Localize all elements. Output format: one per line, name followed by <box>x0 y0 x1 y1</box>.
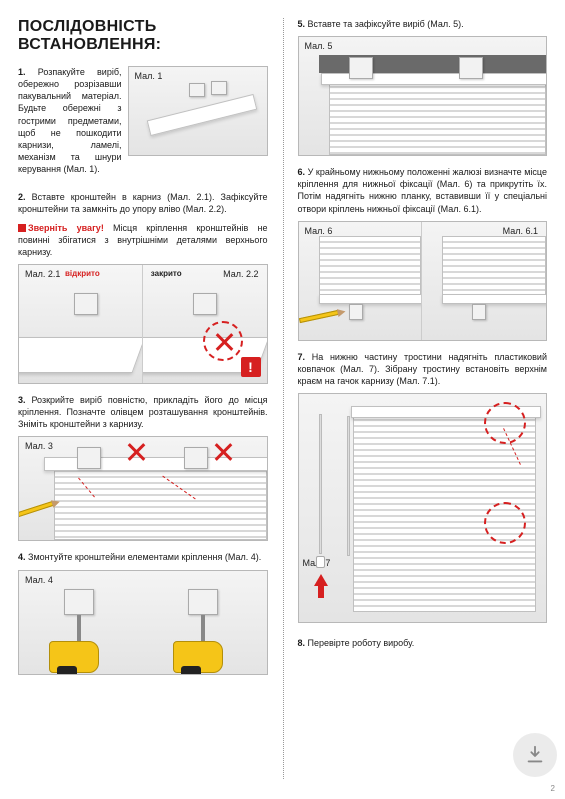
fig4-bracket1 <box>64 589 94 615</box>
fig7-wand2 <box>347 416 350 556</box>
arrow-up-icon <box>314 574 328 598</box>
figure-6-left: Мал. 6 <box>299 222 423 340</box>
fig6-clip <box>349 304 363 320</box>
fig21-bracket <box>74 293 98 315</box>
step-2-text: 2. Вставте кронштейн в карниз (Мал. 2.1)… <box>18 191 268 215</box>
left-column: ПОСЛІДОВНІСТЬ ВСТАНОВЛЕННЯ: Мал. 1 1. Ро… <box>0 0 283 799</box>
fig6-pencil <box>299 310 339 323</box>
fig1-rail <box>146 94 257 136</box>
fig5-bracket1 <box>349 57 373 79</box>
fig4-bracket2 <box>188 589 218 615</box>
label-closed: закрито <box>151 269 182 278</box>
fig5-slats <box>329 81 547 155</box>
alert-icon: ! <box>241 357 261 377</box>
fig5-bracket2 <box>459 57 483 79</box>
fig61-bottom-rail <box>442 294 546 304</box>
figure-1-label: Мал. 1 <box>135 71 163 81</box>
fig61-clip <box>472 304 486 320</box>
figure-1: Мал. 1 <box>128 66 268 156</box>
fig3-pencil <box>18 501 54 518</box>
step-5-text: 5. Вставте та зафіксуйте виріб (Мал. 5). <box>298 18 548 30</box>
figure-5: Мал. 5 <box>298 36 548 156</box>
column-divider <box>283 18 284 779</box>
step-4-text: 4. Змонтуйте кронштейни елементами кріпл… <box>18 551 268 563</box>
step-1-block: Мал. 1 1. Розпакуйте виріб, обережно роз… <box>18 66 268 181</box>
fig7-wand <box>319 414 322 554</box>
step-8-text: 8. Перевірте роботу виробу. <box>298 637 548 649</box>
figure-7-left: Мал. 7 <box>299 394 344 622</box>
fig1-part <box>189 83 205 97</box>
fig3-x1 <box>127 443 145 461</box>
page-number: 2 <box>551 784 555 793</box>
step-7-text: 7. На нижню частину тростини надягніть п… <box>298 351 548 387</box>
fig7-circle-bottom <box>484 502 526 544</box>
figure-7-right: Мал. 7.1 <box>343 394 546 622</box>
figure-5-label: Мал. 5 <box>305 41 333 51</box>
page-title: ПОСЛІДОВНІСТЬ ВСТАНОВЛЕННЯ: <box>18 18 268 54</box>
fig3-bracket1 <box>77 447 101 469</box>
figure-2-1: Мал. 2.1 відкрито <box>19 265 143 383</box>
figure-6: Мал. 6 Мал. 6.1 <box>298 221 548 341</box>
fig61-slats <box>442 236 546 296</box>
figure-4: Мал. 4 <box>18 570 268 675</box>
fig1-part2 <box>211 81 227 95</box>
fig4-handle1 <box>57 666 77 674</box>
fig6-slats <box>319 236 422 296</box>
fig3-slats <box>54 465 267 540</box>
figure-6-label: Мал. 6 <box>305 226 333 236</box>
fig21-rail <box>19 337 143 373</box>
warning-icon <box>18 224 26 232</box>
fig4-handle2 <box>181 666 201 674</box>
fig7-cap <box>316 556 325 568</box>
step-3-text: 3. Розкрийте виріб повністю, прикладіть … <box>18 394 268 430</box>
fig7-circle-top <box>484 402 526 444</box>
fig6-bottom-rail <box>319 294 423 304</box>
figure-2-2-label: Мал. 2.2 <box>223 269 258 279</box>
label-open: відкрито <box>65 269 100 278</box>
download-overlay-button[interactable] <box>513 733 557 777</box>
figure-4-left: Мал. 4 <box>19 571 143 674</box>
figure-6-right: Мал. 6.1 <box>422 222 546 340</box>
figure-4-label: Мал. 4 <box>25 575 53 585</box>
fig22-bracket <box>193 293 217 315</box>
step-2-warning: Зверніть увагу! Місця кріплення кронштей… <box>18 222 268 258</box>
right-column: 5. Вставте та зафіксуйте виріб (Мал. 5).… <box>283 0 565 799</box>
fig22-red-x <box>215 333 233 351</box>
step-6-text: 6. У крайньому нижньому положенні жалюзі… <box>298 166 548 215</box>
fig4-bit1 <box>77 615 81 643</box>
figure-3: Мал. 3 <box>18 436 268 541</box>
figure-2: Мал. 2.1 відкрито закрито Мал. 2.2 ! <box>18 264 268 384</box>
figure-7: Мал. 7 Мал. 7.1 <box>298 393 548 623</box>
figure-2-2: закрито Мал. 2.2 ! <box>143 265 267 383</box>
figure-4-right <box>143 571 267 674</box>
figure-2-1-label: Мал. 2.1 <box>25 269 60 279</box>
fig3-x2 <box>214 443 232 461</box>
fig4-bit2 <box>201 615 205 643</box>
figure-6-1-label: Мал. 6.1 <box>503 226 538 236</box>
download-icon <box>524 744 546 766</box>
fig3-bracket2 <box>184 447 208 469</box>
figure-3-label: Мал. 3 <box>25 441 53 451</box>
